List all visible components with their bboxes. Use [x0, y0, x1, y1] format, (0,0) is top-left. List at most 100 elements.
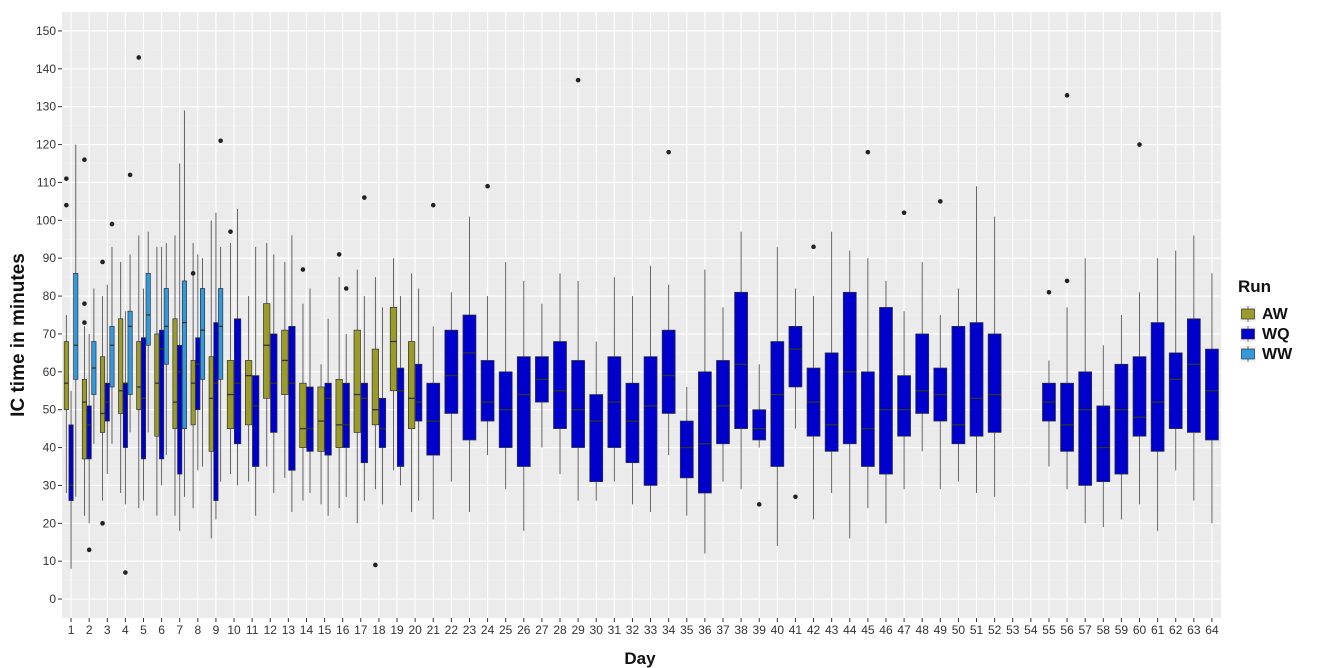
y-tick-label: 70: [43, 327, 57, 341]
outlier-point: [343, 286, 349, 291]
box-body: [145, 272, 151, 346]
box-WQ-day-6: [159, 246, 165, 486]
box-body: [353, 329, 361, 433]
legend-label: WQ: [1262, 326, 1290, 343]
box-AW-day-1: [63, 176, 69, 494]
x-tick-label: 21: [427, 623, 441, 637]
x-tick-label: 57: [1079, 623, 1093, 637]
x-tick-label: 1: [68, 623, 75, 637]
y-tick-label: 90: [43, 251, 57, 265]
box-WQ-day-5: [140, 288, 147, 501]
box-body: [63, 341, 69, 411]
x-tick-label: 23: [463, 623, 477, 637]
x-tick-label: 20: [408, 623, 422, 637]
box-WQ-day-51: [969, 186, 984, 494]
box-WQ-day-58: [1096, 345, 1111, 528]
box-body: [118, 318, 124, 414]
outlier-point: [938, 199, 943, 204]
box-WQ-day-39: [752, 364, 767, 507]
box-WQ-day-23: [462, 216, 477, 512]
box-WQ-day-62: [1168, 250, 1183, 471]
x-tick-label: 33: [644, 623, 658, 637]
box-AW-day-4: [118, 261, 124, 494]
box-body: [371, 348, 379, 426]
boxes-layer: [63, 55, 1219, 575]
box-body: [480, 360, 495, 422]
x-tick-label: 54: [1024, 623, 1038, 637]
box-WW-day-2: [91, 288, 97, 444]
x-tick-label: 53: [1006, 623, 1020, 637]
box-AW-day-10: [226, 229, 235, 475]
box-WQ-day-14: [306, 288, 314, 494]
box-body: [1186, 318, 1201, 433]
box-body: [288, 326, 296, 471]
box-WW-day-8: [200, 258, 206, 467]
box-body: [415, 363, 423, 422]
x-tick-label: 47: [897, 623, 911, 637]
box-AW-day-13: [281, 261, 289, 478]
box-body: [136, 341, 142, 411]
box-WQ-day-43: [824, 231, 839, 494]
x-tick-label: 42: [807, 623, 821, 637]
box-WQ-day-59: [1114, 315, 1129, 520]
box-WQ-day-42: [806, 244, 821, 520]
box-WQ-day-34: [661, 149, 676, 456]
legend: Run AW WQ WW: [1238, 277, 1293, 363]
box-WQ-day-21: [426, 202, 441, 520]
box-WQ-day-22: [444, 292, 459, 482]
box-WW-day-1: [73, 144, 79, 497]
x-tick-label: 31: [608, 623, 622, 637]
box-body: [281, 329, 289, 395]
box-AW-day-8: [190, 243, 196, 509]
x-tick-label: 28: [553, 623, 567, 637]
box-WQ-day-37: [716, 307, 730, 482]
x-tick-label: 27: [535, 623, 549, 637]
x-tick-label: 36: [698, 623, 712, 637]
box-WQ-day-56: [1060, 93, 1074, 490]
outlier-point: [123, 570, 128, 575]
x-tick-label: 13: [282, 623, 296, 637]
box-WQ-day-15: [324, 318, 332, 516]
x-tick-label: 44: [843, 623, 857, 637]
outlier-point: [793, 494, 798, 500]
x-tick-label: 58: [1097, 623, 1111, 637]
box-body: [897, 375, 911, 437]
box-body: [109, 326, 115, 388]
outlier-point: [575, 77, 581, 83]
outlier-point: [64, 176, 69, 181]
outlier-point: [218, 138, 223, 144]
box-WQ-day-27: [535, 303, 549, 448]
box-WQ-day-19: [396, 296, 405, 486]
box-WQ-day-52: [987, 216, 1002, 497]
box-body: [317, 386, 325, 452]
box-body: [200, 288, 206, 380]
x-tick-label: 6: [158, 623, 165, 637]
legend-key-box: [1241, 328, 1255, 340]
x-tick-label: 2: [86, 623, 93, 637]
x-tick-label: 63: [1187, 623, 1201, 637]
box-body: [842, 291, 857, 445]
y-tick-label: 40: [43, 441, 57, 455]
x-tick-label: 11: [246, 623, 259, 637]
box-WQ-day-29: [571, 77, 585, 501]
y-tick-label: 100: [36, 213, 56, 227]
box-body: [263, 303, 271, 399]
box-WQ-day-48: [915, 261, 930, 452]
x-tick-label: 19: [390, 623, 404, 637]
box-WQ-day-63: [1186, 235, 1201, 501]
box-body: [1205, 348, 1219, 441]
box-AW-day-2: [81, 157, 87, 516]
box-body: [698, 371, 712, 494]
box-body: [1132, 356, 1147, 437]
x-tick-label: 52: [988, 623, 1002, 637]
y-tick-label: 50: [43, 403, 57, 417]
x-tick-label: 17: [354, 623, 368, 637]
box-body: [177, 344, 183, 475]
box-body: [1114, 363, 1129, 475]
x-tick-label: 9: [213, 623, 220, 637]
box-WQ-day-49: [933, 199, 948, 490]
box-body: [159, 329, 165, 460]
box-body: [360, 382, 368, 464]
box-AW-day-6: [154, 246, 160, 516]
box-body: [335, 379, 343, 448]
